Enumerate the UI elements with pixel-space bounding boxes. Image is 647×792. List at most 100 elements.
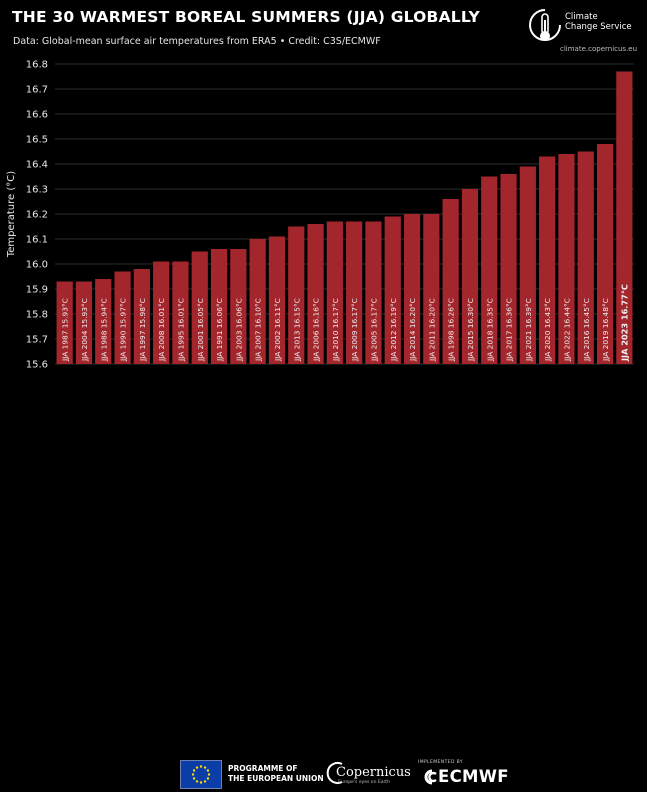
eu-star-icon bbox=[191, 773, 195, 776]
ecmwf-wordmark: ECMWF bbox=[438, 767, 509, 786]
bar bbox=[423, 214, 440, 364]
logo-url: climate.copernicus.eu bbox=[560, 45, 638, 53]
y-axis-ticks: 15.6 15.7 15.8 15.9 16.0 16.1 16.2 16.3 16.4 16.5… bbox=[26, 60, 48, 371]
y-tick-label: 15.7 bbox=[26, 335, 48, 346]
eu-star-icon bbox=[207, 773, 211, 776]
eu-star-icon bbox=[199, 765, 203, 768]
eu-programme-text: PROGRAMME OF THE EUROPEAN UNION bbox=[228, 764, 324, 783]
climate-change-service-logo: Climate Change Service bbox=[527, 6, 639, 46]
bar-label: JJA 2020 16.43°C bbox=[543, 298, 552, 362]
bar-label: JJA 2022 16.44°C bbox=[562, 298, 571, 362]
bar-label: JJA 1991 16.06°C bbox=[215, 298, 224, 362]
y-tick-label: 16.4 bbox=[26, 160, 48, 171]
bar-label: JJA 2003 16.06°C bbox=[234, 298, 243, 362]
logo-brand-text: Climate Change Service bbox=[565, 12, 632, 32]
bar-label: JJA 2014 16.20°C bbox=[408, 298, 417, 362]
bar bbox=[519, 166, 536, 364]
bar-label: JJA 1995 16.01°C bbox=[176, 298, 185, 362]
bar-label: JJA 1987 15.93°C bbox=[61, 298, 70, 362]
y-tick-label: 16.7 bbox=[26, 85, 48, 96]
copernicus-tagline: Europe's eyes on Earth bbox=[338, 780, 390, 785]
copernicus-logo: Copernicus Europe's eyes on Earth bbox=[326, 760, 411, 786]
bar bbox=[268, 236, 286, 364]
bar bbox=[596, 144, 614, 364]
chart-title: THE 30 WARMEST BOREAL SUMMERS (JJA) GLOB… bbox=[12, 8, 480, 26]
implemented-by-text: IMPLEMENTED BY bbox=[418, 760, 464, 765]
y-tick-label: 16.5 bbox=[26, 135, 48, 146]
bar bbox=[249, 239, 266, 364]
eu-star-icon bbox=[192, 777, 196, 780]
bars bbox=[56, 71, 633, 364]
footer: PROGRAMME OF THE EUROPEAN UNION Copernic… bbox=[0, 376, 647, 789]
eu-star-icon bbox=[203, 780, 207, 783]
bar-label: JJA 2018 16.35°C bbox=[485, 298, 494, 362]
chart-subtitle: Data: Global-mean surface air temperatur… bbox=[13, 36, 381, 47]
bar bbox=[307, 224, 324, 364]
bar-label: JJA 2006 16.16°C bbox=[312, 298, 321, 362]
copernicus-wordmark: Copernicus bbox=[336, 765, 411, 780]
y-tick-label: 16.0 bbox=[26, 260, 48, 271]
eu-flag-icon bbox=[180, 760, 222, 789]
bar-label: JJA 2017 16.36°C bbox=[505, 298, 514, 362]
bar-label: JJA 1997 15.98°C bbox=[138, 298, 147, 362]
y-tick-label: 15.8 bbox=[26, 310, 48, 321]
bar bbox=[403, 214, 421, 364]
bar-label: JJA 2010 16.17°C bbox=[331, 298, 340, 362]
bar-label: JJA 1988 15.94°C bbox=[99, 298, 108, 362]
bar-label: JJA 2021 16.39°C bbox=[524, 298, 533, 362]
eu-star-icon bbox=[199, 781, 203, 784]
bar bbox=[346, 221, 363, 364]
bar bbox=[230, 249, 247, 364]
bar-labels: JJA 1987 15.93°C JJA 2004 15.93°C JJA 1988… bbox=[61, 284, 630, 362]
bar-label: JJA 2016 16.45°C bbox=[582, 298, 591, 362]
eu-star-icon bbox=[203, 766, 207, 769]
y-tick-label: 16.6 bbox=[26, 110, 48, 121]
y-tick-label: 16.2 bbox=[26, 210, 48, 221]
bar bbox=[288, 226, 305, 364]
eu-star-icon bbox=[192, 769, 196, 772]
bar bbox=[133, 269, 150, 364]
y-tick-label: 16.3 bbox=[26, 185, 48, 196]
bar bbox=[481, 176, 498, 364]
eu-star-icon bbox=[195, 766, 199, 769]
bar bbox=[172, 261, 189, 364]
eu-stars-icon bbox=[191, 765, 211, 784]
bar bbox=[365, 221, 382, 364]
bar bbox=[326, 221, 343, 364]
bar bbox=[442, 199, 459, 364]
thermometer-globe-icon bbox=[529, 9, 561, 41]
y-tick-label: 15.6 bbox=[26, 360, 48, 371]
bar-label: JJA 2009 16.17°C bbox=[350, 298, 359, 362]
eu-star-icon bbox=[206, 769, 210, 772]
bar-label: JJA 2011 16.20°C bbox=[427, 298, 436, 362]
bar bbox=[75, 281, 93, 364]
bar-label: JJA 1990 15.97°C bbox=[119, 298, 128, 362]
bar-label: JJA 2019 16.48°C bbox=[601, 298, 610, 362]
bar-label: JJA 2013 16.15°C bbox=[292, 298, 301, 362]
eu-star-icon bbox=[206, 777, 210, 780]
bar bbox=[577, 151, 594, 364]
bar bbox=[384, 216, 401, 364]
bar-chart: 15.6 15.7 15.8 15.9 16.0 16.1 16.2 16.3 16.4 16.5… bbox=[6, 60, 634, 371]
y-tick-label: 16.8 bbox=[26, 60, 48, 71]
bar-label: JJA 2023 16.77°C bbox=[619, 284, 629, 362]
bar-label: JJA 1998 16.26°C bbox=[447, 298, 456, 362]
bar-label: JJA 2002 16.11°C bbox=[273, 298, 282, 362]
bar bbox=[95, 279, 112, 364]
bar-label: JJA 2005 16.17°C bbox=[369, 298, 378, 362]
bar bbox=[616, 71, 633, 364]
bar-label: JJA 2015 16.30°C bbox=[466, 298, 475, 362]
bar-label: JJA 2001 16.05°C bbox=[196, 298, 205, 362]
bar-label: JJA 2007 16.10°C bbox=[254, 298, 263, 362]
bar bbox=[56, 281, 73, 364]
bar bbox=[114, 271, 131, 364]
bar-label: JJA 2004 15.93°C bbox=[80, 298, 89, 362]
bar bbox=[210, 249, 228, 364]
y-tick-label: 16.1 bbox=[26, 235, 48, 246]
gridlines bbox=[55, 63, 634, 365]
bar bbox=[500, 174, 517, 364]
bar-label: JJA 2012 16.19°C bbox=[389, 298, 398, 362]
bar bbox=[191, 251, 208, 364]
ecmwf-logo: ECMWF bbox=[418, 767, 528, 788]
ecmwf-swirl-icon bbox=[424, 769, 437, 785]
